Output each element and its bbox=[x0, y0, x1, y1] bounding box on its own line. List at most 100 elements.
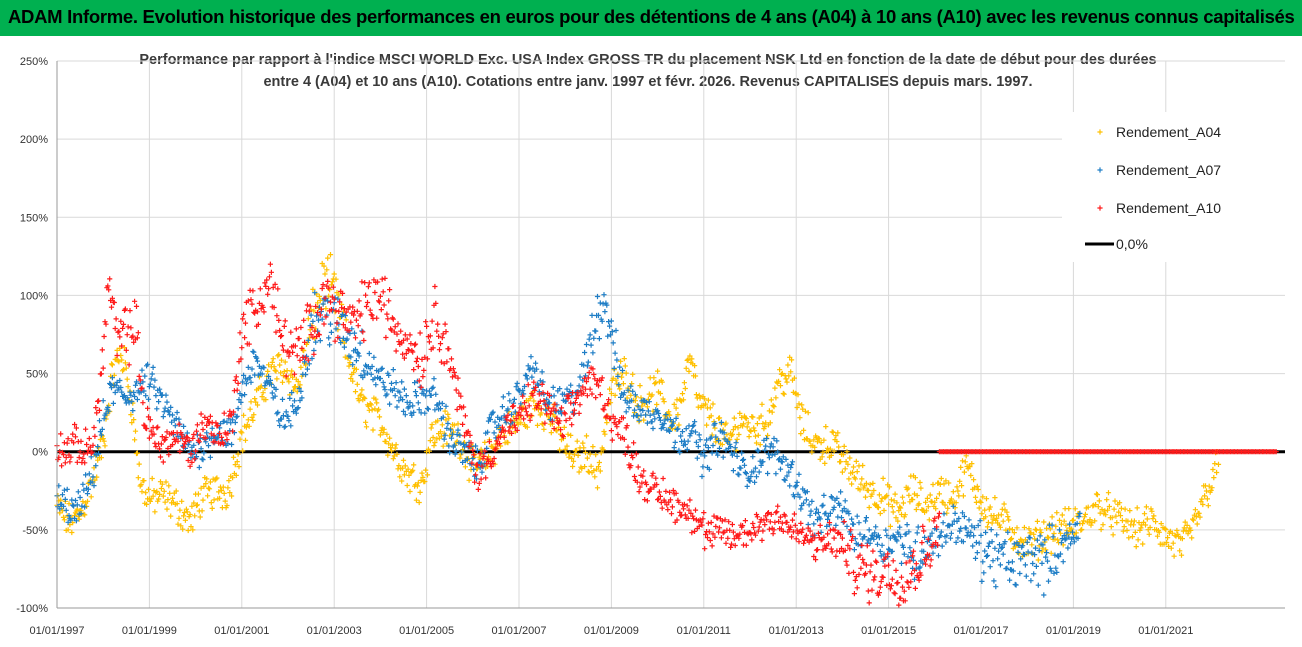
data-point-a04 bbox=[1165, 535, 1171, 541]
data-point-a04 bbox=[579, 465, 585, 472]
data-point-a10 bbox=[770, 531, 776, 537]
data-point-a04 bbox=[286, 379, 292, 385]
data-point-a10 bbox=[132, 298, 138, 304]
data-point-a07 bbox=[1071, 539, 1077, 545]
data-point-a10 bbox=[119, 343, 125, 349]
data-point-a10 bbox=[403, 350, 409, 357]
data-point-a07 bbox=[851, 547, 857, 553]
data-point-a07 bbox=[786, 469, 792, 475]
data-point-a07 bbox=[147, 381, 153, 387]
data-point-a10 bbox=[516, 409, 522, 415]
data-point-a04 bbox=[174, 501, 180, 507]
data-point-a07 bbox=[295, 405, 301, 411]
data-point-a10 bbox=[877, 584, 883, 590]
data-point-a07 bbox=[234, 413, 240, 419]
data-point-a04 bbox=[76, 516, 82, 522]
legend-label-a07: Rendement_A07 bbox=[1116, 162, 1221, 178]
data-point-a04 bbox=[1097, 510, 1103, 516]
data-point-a10 bbox=[514, 427, 520, 433]
data-point-a07 bbox=[96, 451, 102, 457]
data-point-a07 bbox=[987, 564, 993, 570]
data-point-a04 bbox=[785, 362, 791, 368]
data-point-a04 bbox=[1203, 488, 1210, 494]
data-point-a10 bbox=[703, 531, 709, 538]
data-point-a10 bbox=[461, 404, 467, 410]
data-point-a10 bbox=[86, 435, 92, 442]
data-point-a10 bbox=[828, 546, 834, 552]
data-point-a04 bbox=[564, 443, 570, 449]
data-point-a07 bbox=[266, 373, 272, 380]
data-point-a04 bbox=[315, 305, 322, 311]
data-point-a04 bbox=[1093, 502, 1099, 508]
data-point-a07 bbox=[126, 400, 132, 406]
data-point-a10 bbox=[147, 417, 153, 423]
data-point-a04 bbox=[1016, 551, 1022, 557]
data-point-a04 bbox=[967, 464, 973, 470]
data-point-a04 bbox=[252, 396, 258, 402]
data-point-a10 bbox=[306, 308, 312, 314]
data-point-a04 bbox=[438, 433, 444, 439]
data-point-a04 bbox=[745, 420, 751, 426]
data-point-a04 bbox=[992, 495, 998, 501]
data-point-a10 bbox=[527, 417, 533, 423]
data-point-a04 bbox=[1070, 517, 1076, 523]
data-point-a07 bbox=[521, 383, 528, 390]
data-point-a10 bbox=[870, 548, 876, 554]
data-point-a04 bbox=[1182, 519, 1188, 525]
data-point-a04 bbox=[365, 403, 371, 409]
data-point-a10 bbox=[790, 529, 796, 535]
data-point-a07 bbox=[1032, 545, 1039, 551]
data-point-a07 bbox=[770, 444, 776, 450]
data-point-a07 bbox=[889, 548, 895, 554]
data-point-a07 bbox=[359, 328, 365, 334]
data-point-a10 bbox=[98, 371, 104, 377]
data-point-a04 bbox=[1029, 542, 1035, 548]
data-point-a10 bbox=[402, 332, 408, 338]
data-point-a07 bbox=[867, 540, 873, 546]
data-point-a07 bbox=[196, 464, 202, 471]
data-point-a07 bbox=[985, 543, 991, 549]
data-point-a04 bbox=[229, 493, 235, 499]
data-point-a07 bbox=[1047, 565, 1053, 571]
data-point-a07 bbox=[739, 450, 745, 456]
data-point-a04 bbox=[405, 466, 411, 472]
data-point-a04 bbox=[788, 369, 794, 375]
data-point-a07 bbox=[996, 548, 1002, 554]
data-point-a10 bbox=[374, 315, 380, 321]
data-point-a10 bbox=[751, 524, 757, 531]
data-point-a04 bbox=[359, 387, 365, 393]
data-point-a04 bbox=[753, 440, 760, 446]
data-point-a07 bbox=[1057, 551, 1064, 557]
data-point-a04 bbox=[891, 498, 897, 504]
data-point-a10 bbox=[393, 348, 399, 354]
data-point-a04 bbox=[434, 436, 440, 442]
data-point-a07 bbox=[443, 403, 449, 409]
data-point-a10 bbox=[908, 579, 914, 585]
data-point-a07 bbox=[660, 425, 666, 431]
data-point-a07 bbox=[944, 533, 950, 539]
data-point-a10 bbox=[556, 420, 562, 426]
data-point-a07 bbox=[943, 539, 949, 545]
data-point-a04 bbox=[1134, 505, 1140, 511]
data-point-a07 bbox=[240, 379, 246, 385]
data-point-a07 bbox=[1067, 521, 1073, 527]
data-point-a07 bbox=[886, 546, 892, 552]
data-point-a10 bbox=[614, 424, 620, 430]
data-point-a04 bbox=[982, 507, 988, 513]
data-point-a10 bbox=[264, 277, 270, 283]
data-point-a10 bbox=[823, 545, 829, 551]
data-point-a10 bbox=[558, 405, 565, 411]
data-point-a07 bbox=[607, 332, 614, 338]
data-point-a04 bbox=[1138, 525, 1144, 531]
data-point-a04 bbox=[348, 375, 354, 382]
data-point-a10 bbox=[518, 412, 524, 418]
data-point-a04 bbox=[390, 456, 396, 462]
data-point-a10 bbox=[699, 522, 705, 528]
data-point-a07 bbox=[1075, 535, 1081, 541]
data-point-a10 bbox=[589, 391, 595, 397]
data-point-a04 bbox=[906, 492, 912, 498]
data-point-a04 bbox=[1081, 518, 1087, 524]
data-point-a04 bbox=[843, 459, 849, 465]
data-point-a04 bbox=[377, 432, 383, 438]
data-point-a07 bbox=[678, 433, 684, 439]
